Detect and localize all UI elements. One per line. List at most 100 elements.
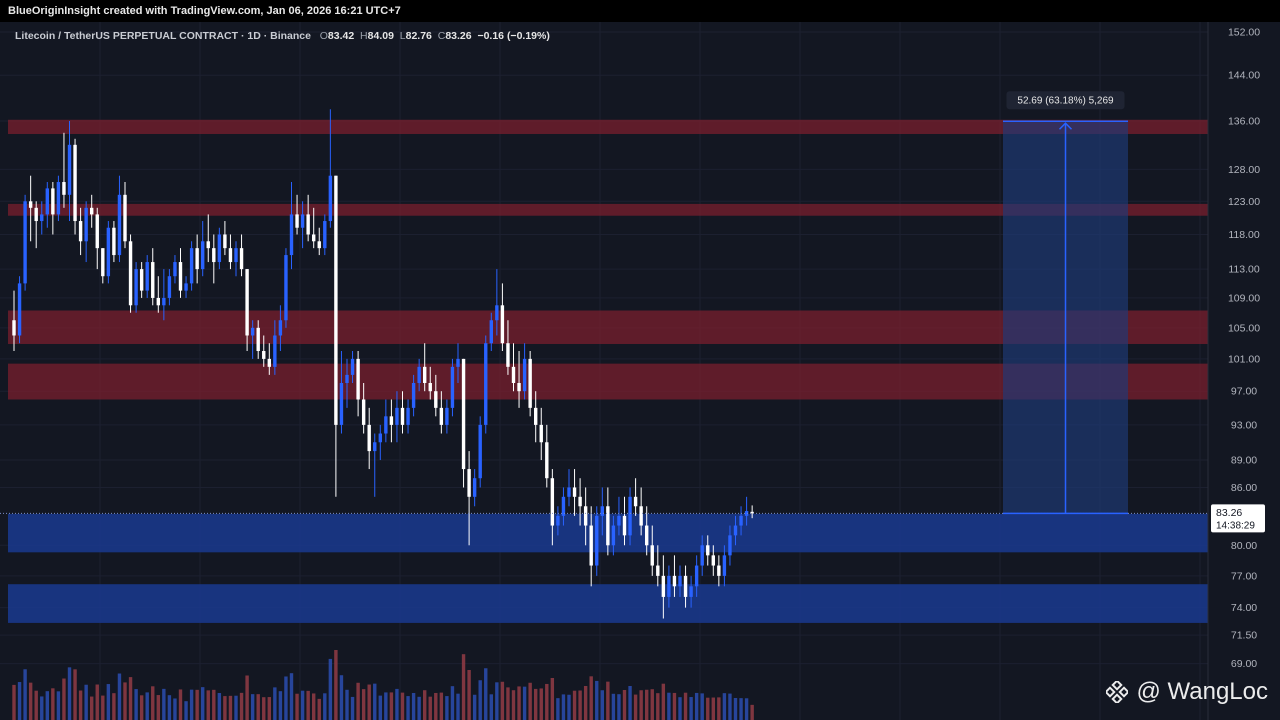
volume-bar xyxy=(706,697,710,720)
volume-bar xyxy=(539,688,543,720)
candle-body xyxy=(534,407,538,425)
low-label: L xyxy=(399,30,406,42)
volume-bar xyxy=(267,697,271,720)
volume-bar xyxy=(672,692,677,720)
candle-body xyxy=(228,248,233,263)
volume-bar xyxy=(628,686,632,720)
volume-bar xyxy=(472,694,477,720)
volume-bar xyxy=(300,690,305,720)
candle-body xyxy=(744,511,749,516)
candle-body xyxy=(223,234,227,249)
volume-bar xyxy=(550,678,555,720)
volume-bar xyxy=(56,691,61,720)
candle-body xyxy=(606,506,610,546)
candle-body xyxy=(528,358,532,408)
candle-body xyxy=(395,407,399,425)
watermark: @ WangLoc xyxy=(1104,678,1268,706)
candle-body xyxy=(339,382,344,425)
candle-body xyxy=(500,305,505,344)
credit-header: BlueOriginInsight created with TradingVi… xyxy=(0,0,1280,22)
candle-body xyxy=(345,374,349,383)
volume-bar xyxy=(534,688,538,720)
volume-bar xyxy=(700,693,704,720)
countdown-label: 14:38:29 xyxy=(1216,520,1255,531)
candle-body xyxy=(278,320,283,336)
candle-body xyxy=(423,366,427,383)
open-value: 83.42 xyxy=(327,30,355,42)
volume-bars xyxy=(12,650,754,720)
volume-bar xyxy=(661,683,666,720)
candle-body xyxy=(572,487,577,497)
volume-bar xyxy=(478,680,482,720)
candle-body xyxy=(461,358,466,470)
candle-body xyxy=(73,144,77,222)
candle-body xyxy=(56,182,61,215)
candle-body xyxy=(589,525,593,566)
candle-body xyxy=(733,525,738,536)
candle-body xyxy=(478,424,482,479)
volume-bar xyxy=(606,681,610,720)
volume-bar xyxy=(678,697,682,720)
volume-bar xyxy=(278,691,283,720)
candle-body xyxy=(350,358,355,375)
candle-body xyxy=(639,506,643,526)
volume-bar xyxy=(239,692,244,720)
price-tick-label: 136.00 xyxy=(1228,115,1260,127)
volume-bar xyxy=(456,693,460,720)
volume-bar xyxy=(600,690,604,720)
candle-body xyxy=(245,269,249,336)
volume-bar xyxy=(511,690,516,720)
volume-bar xyxy=(12,684,16,720)
support-zone xyxy=(8,584,1208,623)
volume-bar xyxy=(445,696,449,720)
volume-bar xyxy=(434,692,438,720)
price-tick-label: 128.00 xyxy=(1228,164,1260,176)
price-tick-label: 144.00 xyxy=(1228,70,1260,82)
volume-bar xyxy=(151,686,155,720)
candle-body xyxy=(489,320,493,344)
candle-body xyxy=(595,515,599,566)
volume-bar xyxy=(656,693,660,720)
volume-bar xyxy=(395,688,399,720)
measure-label: 52.69 (63.18%) 5,269 xyxy=(1017,96,1114,107)
volume-bar xyxy=(711,697,715,720)
candle-body xyxy=(506,343,510,367)
volume-bar xyxy=(667,692,671,720)
volume-bar xyxy=(217,693,222,720)
price-range-measure[interactable]: 52.69 (63.18%) 5,269 xyxy=(1003,91,1128,515)
volume-bar xyxy=(522,686,527,720)
price-axis[interactable]: 152.00 144.00 136.00 128.00 123.00 118.00 113.… xyxy=(1207,22,1280,720)
volume-bar xyxy=(195,689,199,720)
candle-body xyxy=(561,496,566,516)
volume-bar xyxy=(262,697,266,720)
volume-bar xyxy=(545,683,549,720)
candle-body xyxy=(656,565,660,576)
volume-bar xyxy=(134,689,138,720)
volume-bar xyxy=(184,701,188,720)
volume-bar xyxy=(583,686,588,720)
candle-body xyxy=(511,366,516,383)
candle-body xyxy=(145,262,149,291)
candle-body xyxy=(23,201,27,284)
candle-body xyxy=(51,188,55,215)
volume-bar xyxy=(95,684,99,720)
candle-body xyxy=(445,407,449,425)
candle-body xyxy=(361,399,366,425)
candle-body xyxy=(556,515,560,526)
volume-bar xyxy=(67,667,72,720)
volume-bar xyxy=(406,696,410,720)
volume-bar xyxy=(156,695,160,720)
volume-bar xyxy=(328,658,333,720)
price-chart[interactable]: 52.69 (63.18%) 5,269 152.00144.00136.001… xyxy=(0,22,1280,720)
volume-bar xyxy=(45,691,49,720)
volume-bar xyxy=(256,694,260,720)
candle-body xyxy=(317,241,321,249)
volume-bar xyxy=(650,689,654,720)
candle-body xyxy=(206,241,210,249)
candle-body xyxy=(173,262,177,277)
candle-body xyxy=(750,511,754,514)
candle-body xyxy=(434,391,438,408)
candle-body xyxy=(184,283,188,291)
volume-bar xyxy=(578,690,582,720)
candle-body xyxy=(683,575,688,597)
